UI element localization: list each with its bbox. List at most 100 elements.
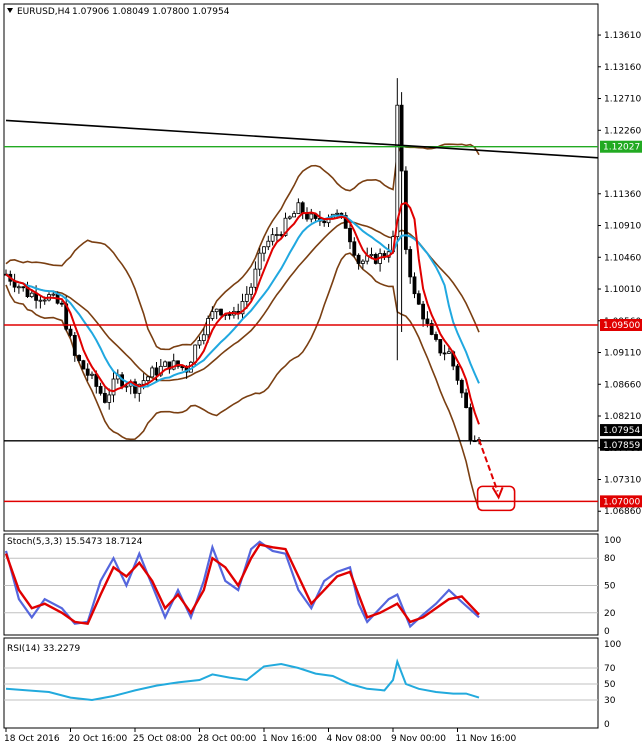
price-badge bbox=[600, 140, 642, 153]
candle-body bbox=[210, 311, 215, 319]
price-badge bbox=[600, 318, 642, 331]
time-tick-label: 11 Nov 16:00 bbox=[456, 734, 517, 744]
moving-averages bbox=[5, 201, 480, 425]
candle-body bbox=[197, 340, 202, 346]
projection-arrow[interactable] bbox=[476, 439, 516, 512]
trendline[interactable] bbox=[5, 119, 599, 159]
candle-body bbox=[343, 215, 348, 229]
candle-body bbox=[274, 234, 279, 236]
rsi-panel[interactable]: RSI(14) 33.2279 100 70 50 30 0 bbox=[3, 637, 621, 730]
projection-dashed-line bbox=[478, 439, 499, 492]
candle-body bbox=[468, 407, 473, 442]
price-tick-label: 1.13610 bbox=[604, 31, 641, 41]
time-tick-label: 28 Oct 00:00 bbox=[198, 734, 257, 744]
price-tick-label: 1.12260 bbox=[604, 126, 641, 136]
candle-body bbox=[150, 367, 155, 378]
stochastic-main-line bbox=[4, 540, 480, 629]
chart-header: EURUSD,H4 1.07906 1.08049 1.07800 1.0795… bbox=[7, 7, 230, 17]
candle-body bbox=[16, 286, 21, 289]
candle-body bbox=[421, 303, 426, 320]
candle-body bbox=[206, 318, 211, 336]
fast-ma-line bbox=[5, 201, 480, 425]
candle-body bbox=[90, 373, 94, 376]
candle-body bbox=[227, 314, 232, 316]
candle-body bbox=[292, 213, 297, 218]
lower-band bbox=[5, 252, 480, 510]
rsi-tick-label: 30 bbox=[604, 696, 616, 706]
candle-body bbox=[438, 339, 443, 354]
rsi-line bbox=[5, 658, 480, 702]
price-badge-label: 1.12027 bbox=[603, 143, 640, 153]
rsi-tick-label: 100 bbox=[604, 640, 621, 650]
price-tick-label: 1.12710 bbox=[604, 95, 641, 105]
candle-body bbox=[253, 268, 258, 288]
stochastic-levels bbox=[4, 557, 598, 614]
time-tick-label: 4 Nov 08:00 bbox=[327, 734, 382, 744]
time-tick-label: 18 Oct 2016 bbox=[4, 734, 60, 744]
slow-ma-line bbox=[5, 214, 480, 388]
price-tick-label: 1.10460 bbox=[604, 253, 641, 263]
price-badge bbox=[600, 438, 642, 451]
candle-body bbox=[283, 217, 288, 236]
time-tick-label: 25 Oct 08:00 bbox=[133, 734, 192, 744]
candle-body bbox=[158, 365, 163, 376]
candle-body bbox=[111, 378, 116, 396]
candle-body bbox=[257, 252, 262, 270]
candle-body bbox=[403, 170, 408, 250]
candle-body bbox=[29, 292, 34, 298]
candle-body bbox=[163, 361, 168, 367]
stochastic-panel[interactable]: Stoch(5,3,3) 15.5473 18.7124 100 80 50 20 0 bbox=[3, 533, 621, 637]
main-panel[interactable]: EURUSD,H4 1.07906 1.08049 1.07800 1.0795… bbox=[3, 3, 599, 532]
candle-body bbox=[360, 260, 365, 264]
candle-body bbox=[60, 302, 64, 305]
rsi-label: RSI(14) 33.2279 bbox=[7, 644, 80, 654]
candle-body bbox=[137, 383, 142, 394]
candle-body bbox=[103, 392, 107, 403]
candle-body bbox=[176, 360, 180, 367]
horizontal-levels[interactable] bbox=[4, 146, 598, 503]
candle-body bbox=[244, 293, 249, 302]
candle-body bbox=[201, 334, 206, 341]
price-tick-label: 1.08660 bbox=[604, 380, 641, 390]
candle-body bbox=[68, 328, 73, 336]
candle-body bbox=[124, 385, 129, 388]
candles bbox=[4, 78, 481, 445]
candle-body bbox=[266, 240, 271, 248]
candle-body bbox=[395, 104, 400, 238]
main-panel-frame bbox=[3, 3, 599, 532]
candle-body bbox=[279, 234, 284, 236]
rsi-tick-label: 70 bbox=[604, 664, 616, 674]
candle-body bbox=[356, 254, 361, 264]
candle-body bbox=[296, 202, 301, 214]
price-badge-label: 1.07954 bbox=[603, 426, 640, 436]
candle-body bbox=[240, 300, 245, 315]
candle-body bbox=[408, 249, 413, 278]
candle-body bbox=[429, 323, 434, 335]
candle-body bbox=[442, 352, 447, 355]
price-badge-label: 1.07859 bbox=[603, 441, 640, 451]
price-badge-label: 1.09500 bbox=[603, 321, 640, 331]
price-axis: 1.13610 1.13160 1.12710 1.12260 1.11360 1.109… bbox=[598, 31, 642, 517]
candle-body bbox=[262, 246, 266, 254]
price-tick-label: 1.07310 bbox=[604, 475, 641, 485]
price-badge bbox=[600, 424, 642, 437]
candle-body bbox=[464, 392, 469, 409]
symbol-label: EURUSD,H4 bbox=[17, 7, 70, 17]
candle-body bbox=[309, 213, 314, 220]
stochastic-tick-label: 20 bbox=[604, 609, 616, 619]
candle-body bbox=[399, 104, 404, 172]
price-tick-label: 1.10010 bbox=[604, 285, 641, 295]
candle-body bbox=[38, 299, 43, 302]
ohlc-values: 1.07906 1.08049 1.07800 1.07954 bbox=[72, 7, 230, 17]
candle-body bbox=[51, 293, 56, 296]
time-tick-label: 20 Oct 16:00 bbox=[69, 734, 128, 744]
candle-body bbox=[434, 334, 438, 340]
candle-body bbox=[72, 335, 77, 356]
candle-body bbox=[348, 227, 352, 243]
rsi-panel-frame bbox=[3, 637, 599, 729]
dropdown-triangle-icon[interactable] bbox=[7, 8, 13, 13]
candle-body bbox=[322, 220, 327, 224]
candle-body bbox=[369, 254, 374, 257]
candle-body bbox=[21, 286, 26, 289]
